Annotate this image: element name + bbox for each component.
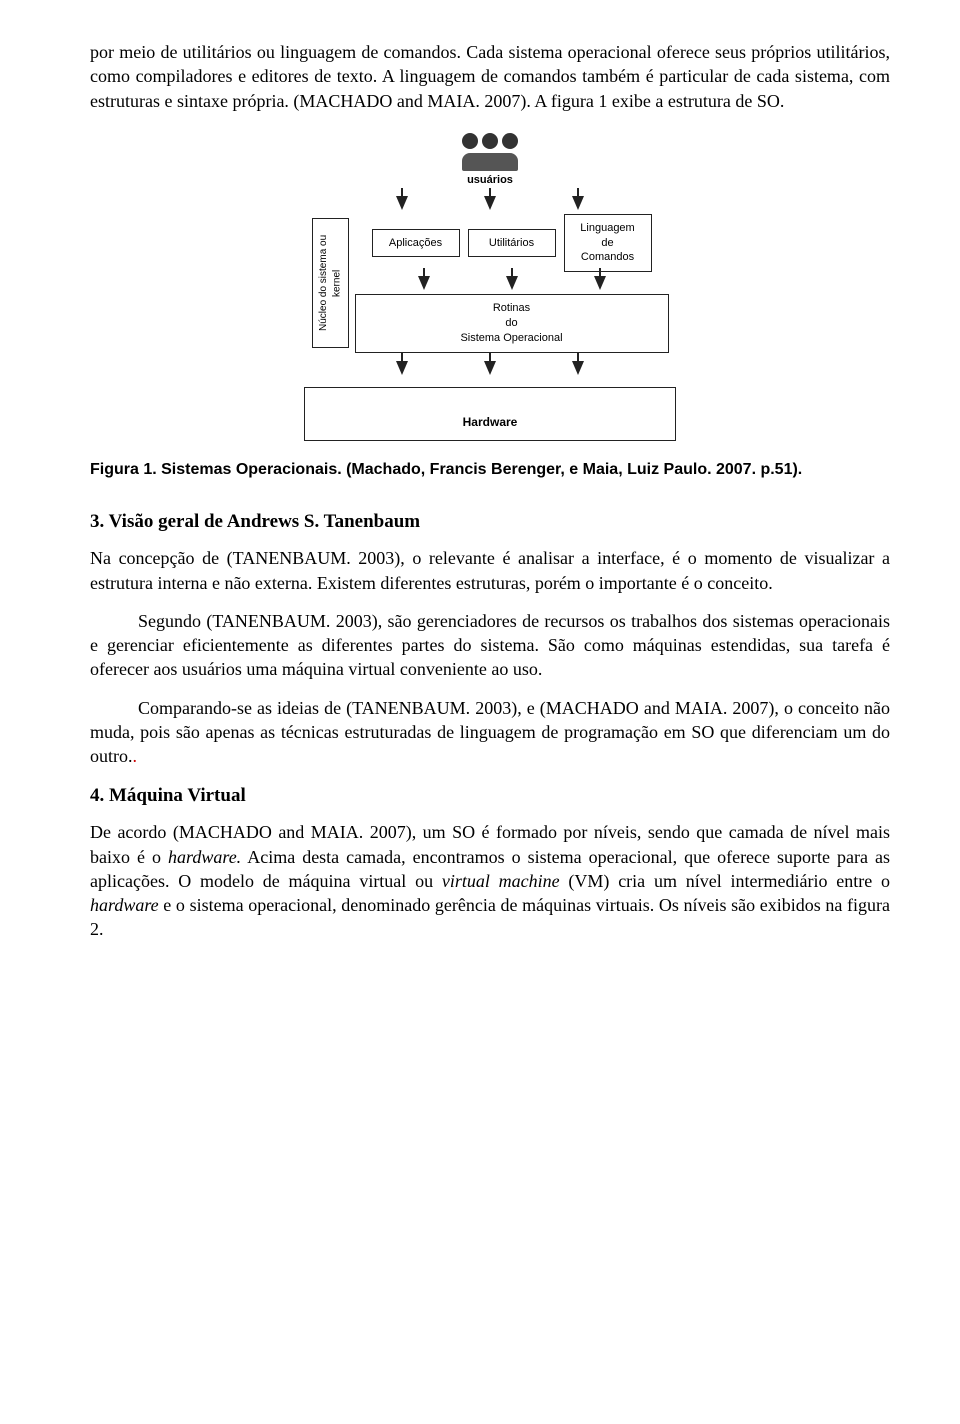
box-linguagem: Linguagem de Comandos (564, 214, 652, 273)
section-4-title: 4. Máquina Virtual (90, 783, 890, 809)
users-icon (290, 133, 690, 153)
box-utilitarios: Utilitários (468, 229, 556, 258)
paragraph-3a: Na concepção de (TANENBAUM. 2003), o rel… (90, 546, 890, 595)
kernel-label: Núcleo do sistema ou kernel (312, 218, 349, 348)
box-hardware: Hardware (304, 387, 676, 441)
paragraph-3b: Segundo (TANENBAUM. 2003), são gerenciad… (90, 609, 890, 682)
paragraph-4a: De acordo (MACHADO and MAIA. 2007), um S… (90, 820, 890, 941)
box-rotinas: Rotinas do Sistema Operacional (355, 294, 669, 353)
box-aplicacoes: Aplicações (372, 229, 460, 258)
section-3-title: 3. Visão geral de Andrews S. Tanenbaum (90, 509, 890, 535)
paragraph-3c: Comparando-se as ideias de (TANENBAUM. 2… (90, 696, 890, 769)
figure-1-caption: Figura 1. Sistemas Operacionais. (Machad… (90, 459, 890, 481)
users-label: usuários (290, 173, 690, 188)
figure-1: usuários Núcleo do sistema ou kernel Apl… (90, 133, 890, 441)
paragraph-intro: por meio de utilitários ou linguagem de … (90, 40, 890, 113)
